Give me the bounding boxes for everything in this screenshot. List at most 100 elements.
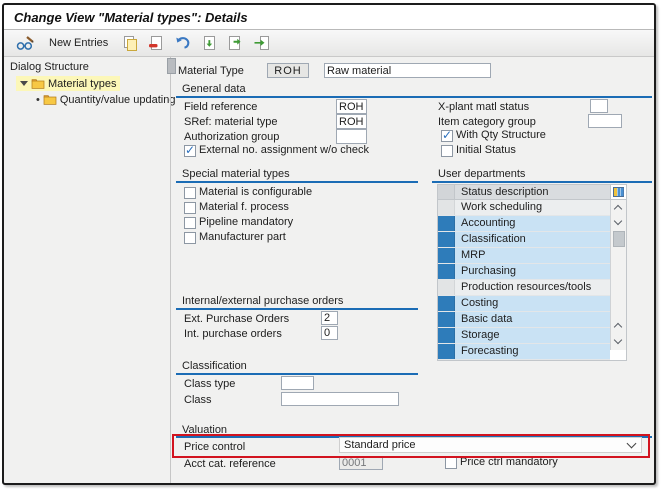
section-underline xyxy=(176,373,418,375)
undo-change-button[interactable] xyxy=(172,33,193,53)
material-f-process-checkbox[interactable]: ✓ xyxy=(184,202,196,214)
sref-material-type-label: SRef: material type xyxy=(184,116,278,128)
table-vertical-scrollbar[interactable] xyxy=(610,200,626,350)
copy-icon xyxy=(122,35,138,51)
section-title-special-material-types: Special material types xyxy=(182,168,290,180)
status-cell[interactable] xyxy=(438,216,455,231)
scroll-up-button[interactable] xyxy=(611,201,625,214)
class-field[interactable] xyxy=(281,392,399,406)
department-label: Forecasting xyxy=(461,345,519,357)
status-cell[interactable] xyxy=(438,248,455,263)
authorization-group-label: Authorization group xyxy=(184,131,280,143)
int-purchase-orders-label: Int. purchase orders xyxy=(184,328,282,340)
status-cell[interactable] xyxy=(438,328,455,343)
scroll-down-button[interactable] xyxy=(611,215,625,228)
table-row[interactable]: Basic data xyxy=(438,312,611,328)
class-type-field[interactable] xyxy=(281,376,314,390)
section-underline xyxy=(176,96,652,98)
department-label: Work scheduling xyxy=(461,201,543,213)
status-cell[interactable] xyxy=(438,280,455,295)
deselect-all-button[interactable] xyxy=(251,33,272,53)
material-type-code-field[interactable] xyxy=(267,63,309,78)
dialog-structure-title: Dialog Structure xyxy=(10,61,89,73)
sidebar-item-label: Material types xyxy=(48,77,117,90)
with-qty-structure-checkbox[interactable]: ✓ xyxy=(441,128,453,142)
sref-material-type-field[interactable] xyxy=(336,114,367,129)
class-type-label: Class type xyxy=(184,378,236,390)
price-ctrl-mandatory-checkbox[interactable]: ✓ xyxy=(445,457,457,469)
department-label: MRP xyxy=(461,249,486,261)
status-cell[interactable] xyxy=(438,312,455,327)
external-no-assignment-checkbox[interactable]: ✓ xyxy=(184,143,196,157)
panel-divider xyxy=(170,57,171,483)
department-label: Basic data xyxy=(461,313,513,325)
sidebar-item-material-types[interactable]: Material types xyxy=(16,76,121,91)
material-is-configurable-checkbox[interactable]: ✓ xyxy=(184,187,196,199)
folder-open-icon xyxy=(31,78,45,89)
scroll-page-up-button[interactable] xyxy=(611,319,625,332)
price-control-dropdown[interactable]: Standard price xyxy=(339,437,642,453)
status-cell[interactable] xyxy=(438,296,455,311)
select-all-button[interactable] xyxy=(199,33,219,53)
sap-window: Change View "Material types": Details Ne… xyxy=(2,3,656,485)
table-row[interactable]: Storage xyxy=(438,328,611,344)
scrollbar-thumb[interactable] xyxy=(613,231,626,247)
field-reference-field[interactable] xyxy=(336,99,367,114)
pipeline-mandatory-checkbox[interactable]: ✓ xyxy=(184,217,196,229)
xplant-matl-status-field[interactable] xyxy=(590,99,608,113)
select-all-icon xyxy=(201,35,217,51)
material-is-configurable-label: Material is configurable xyxy=(199,186,313,198)
price-control-label: Price control xyxy=(184,441,246,453)
status-cell[interactable] xyxy=(438,200,455,215)
table-row[interactable]: Purchasing xyxy=(438,264,611,280)
pipeline-mandatory-label: Pipeline mandatory xyxy=(199,216,294,228)
initial-status-checkbox[interactable]: ✓ xyxy=(441,145,453,157)
status-cell[interactable] xyxy=(438,264,455,279)
external-no-assignment-label: External no. assignment w/o check xyxy=(199,144,369,156)
display-change-toggle-button[interactable] xyxy=(14,33,37,53)
table-row[interactable]: Forecasting xyxy=(438,344,611,360)
collapse-arrow-icon[interactable] xyxy=(20,81,28,86)
table-row[interactable]: Accounting xyxy=(438,216,611,232)
table-header-row: Status description xyxy=(438,185,626,200)
acct-cat-reference-field[interactable] xyxy=(339,456,383,470)
splitter-grip[interactable] xyxy=(167,58,176,74)
table-row[interactable]: Classification xyxy=(438,232,611,248)
status-cell[interactable] xyxy=(438,344,455,359)
department-label: Classification xyxy=(461,233,526,245)
new-entries-button[interactable]: New Entries xyxy=(43,33,114,53)
sidebar-item-quantity-value-updating[interactable]: • Quantity/value updating xyxy=(32,92,179,107)
delete-entry-button[interactable] xyxy=(146,33,166,53)
glasses-pencil-icon xyxy=(16,35,35,51)
price-ctrl-mandatory-label: Price ctrl mandatory xyxy=(460,456,558,468)
section-underline xyxy=(432,181,652,183)
table-row[interactable]: MRP xyxy=(438,248,611,264)
department-label: Purchasing xyxy=(461,265,517,277)
material-type-description-field[interactable] xyxy=(324,63,491,78)
section-title-user-departments: User departments xyxy=(438,168,526,180)
status-cell[interactable] xyxy=(438,232,455,247)
undo-icon xyxy=(174,35,191,51)
section-title-purchase-orders: Internal/external purchase orders xyxy=(182,295,344,307)
select-block-button[interactable] xyxy=(225,33,245,53)
status-description-header: Status description xyxy=(461,186,549,198)
table-row[interactable]: Costing xyxy=(438,296,611,312)
ext-purchase-orders-field[interactable] xyxy=(321,311,338,325)
table-row[interactable]: Production resources/tools xyxy=(438,280,611,296)
acct-cat-reference-label: Acct cat. reference xyxy=(184,458,276,470)
manufacturer-part-checkbox[interactable]: ✓ xyxy=(184,232,196,244)
section-title-classification: Classification xyxy=(182,360,247,372)
table-row[interactable]: Work scheduling xyxy=(438,200,611,216)
department-label: Storage xyxy=(461,329,500,341)
authorization-group-field[interactable] xyxy=(336,129,367,144)
section-underline xyxy=(176,308,418,310)
annotation-highlight-box xyxy=(172,434,650,458)
int-purchase-orders-field[interactable] xyxy=(321,326,338,340)
item-category-group-field[interactable] xyxy=(588,114,622,128)
scroll-page-down-button[interactable] xyxy=(611,334,625,347)
copy-as-button[interactable] xyxy=(120,33,140,53)
class-label: Class xyxy=(184,394,212,406)
delete-entry-icon xyxy=(148,35,164,51)
table-configuration-icon[interactable] xyxy=(610,185,626,199)
